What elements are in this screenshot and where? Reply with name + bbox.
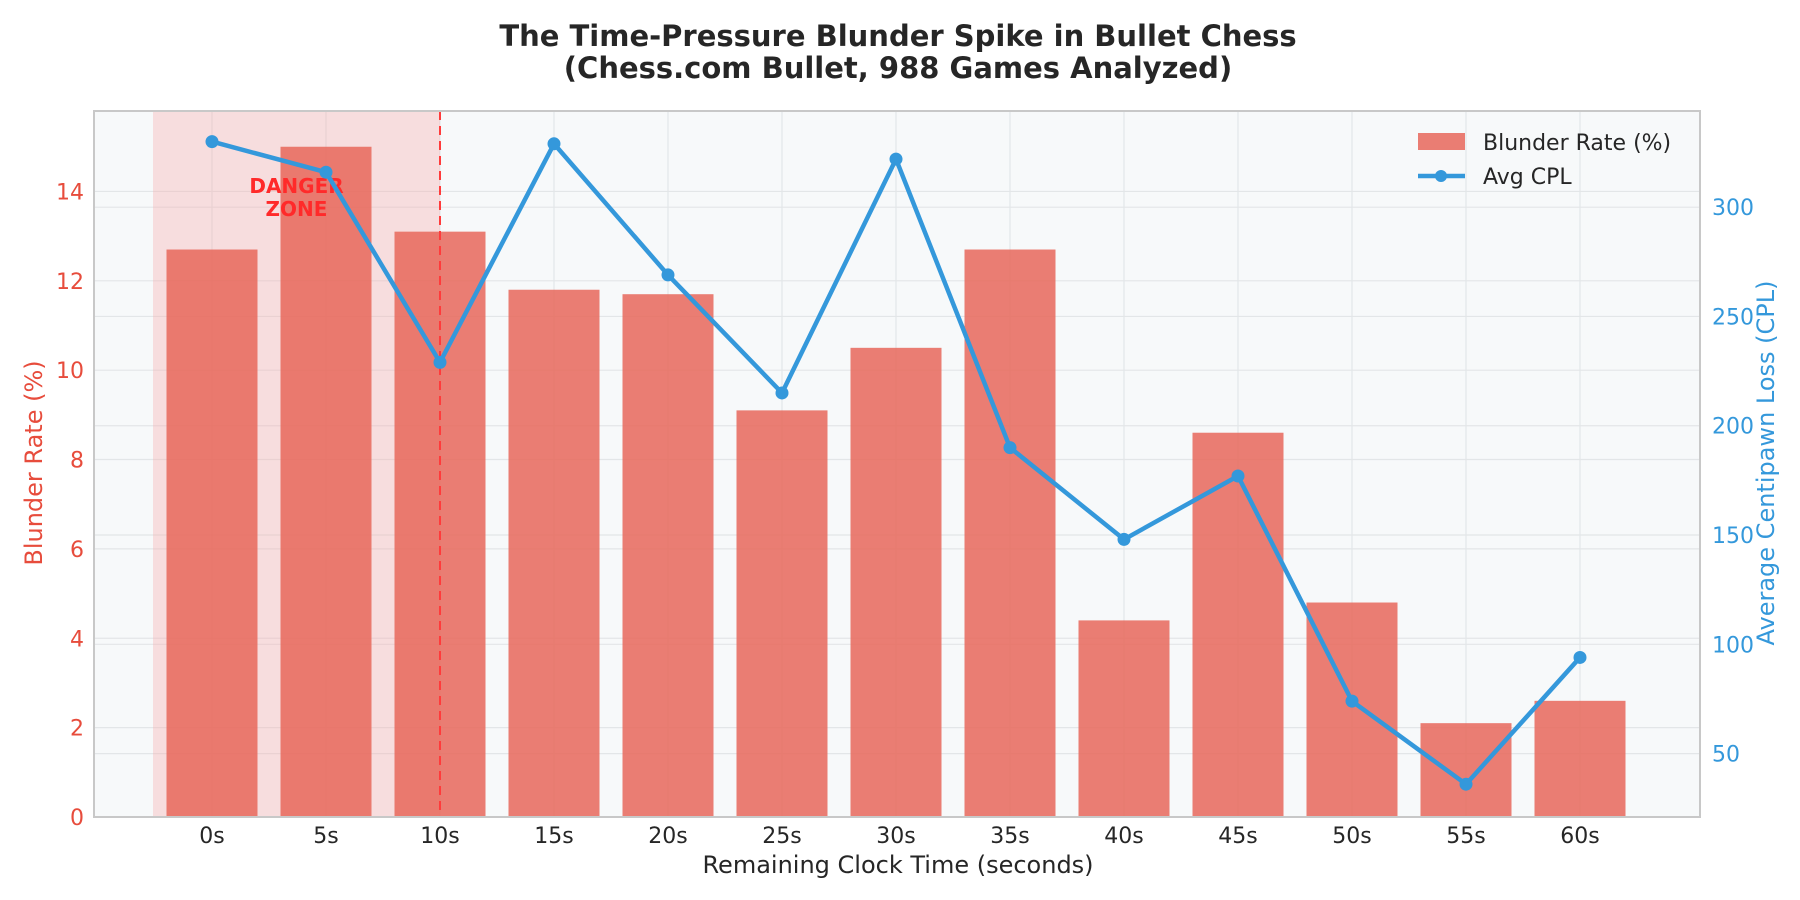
y-axis-label-left: Blunder Rate (%) [20, 360, 48, 565]
y-tick-left: 14 [56, 180, 84, 205]
y-tick-left: 2 [70, 717, 84, 742]
cpl-point-10s [433, 355, 447, 369]
bar-35s [964, 249, 1056, 817]
cpl-point-40s [1117, 532, 1131, 546]
bar-55s [1420, 723, 1512, 817]
chart-title-line1: The Time-Pressure Blunder Spike in Bulle… [499, 19, 1296, 53]
bar-20s [622, 294, 714, 818]
y-tick-left: 4 [70, 627, 84, 652]
ticks-layer: 0 2 4 6 8 10 12 14 50 100 150 200 250 300 0s 5s 10s 15s 20… [56, 180, 1754, 849]
plot-border [93, 110, 1701, 818]
cpl-point-60s [1573, 650, 1587, 664]
y-tick-right: 200 [1712, 415, 1754, 440]
x-tick: 15s [534, 824, 573, 849]
cpl-point-0s [205, 135, 219, 149]
bar-25s [736, 410, 828, 817]
legend-swatch-blunder-rate [1418, 133, 1465, 150]
y-tick-right: 300 [1712, 196, 1754, 221]
cpl-point-20s [661, 268, 675, 282]
x-tick: 50s [1332, 824, 1371, 849]
x-tick: 5s [313, 824, 338, 849]
x-axis-label: Remaining Clock Time (seconds) [702, 851, 1093, 879]
x-tick: 0s [199, 824, 224, 849]
y-tick-right: 50 [1712, 743, 1740, 768]
bar-40s [1078, 620, 1170, 817]
x-tick: 35s [990, 824, 1029, 849]
y-axis-label-right: Average Centipawn Loss (CPL) [1752, 280, 1780, 645]
bar-15s [508, 289, 600, 817]
cpl-point-50s [1345, 694, 1359, 708]
x-tick: 55s [1446, 824, 1485, 849]
bar-5s [280, 146, 372, 818]
legend-label-avg-cpl: Avg CPL [1483, 165, 1572, 190]
x-tick: 10s [420, 824, 459, 849]
cpl-point-15s [547, 137, 561, 151]
bar-30s [850, 347, 942, 817]
cpl-point-35s [1003, 441, 1017, 455]
x-tick: 60s [1560, 824, 1599, 849]
cpl-line-layer [205, 135, 1587, 791]
y-tick-left: 12 [56, 270, 84, 295]
y-tick-left: 0 [70, 806, 84, 831]
x-tick: 45s [1218, 824, 1257, 849]
cpl-point-55s [1459, 777, 1473, 791]
bar-0s [166, 249, 258, 817]
cpl-point-5s [319, 165, 333, 179]
cpl-point-45s [1231, 469, 1245, 483]
y-tick-right: 150 [1712, 524, 1754, 549]
legend: Blunder Rate (%) Avg CPL [1418, 131, 1671, 190]
y-tick-left: 6 [70, 538, 84, 563]
bar-60s [1534, 700, 1626, 817]
y-tick-right: 250 [1712, 305, 1754, 330]
x-tick: 25s [762, 824, 801, 849]
legend-marker-avg-cpl [1435, 170, 1447, 182]
legend-label-blunder-rate: Blunder Rate (%) [1483, 131, 1671, 156]
bar-45s [1192, 432, 1284, 817]
danger-zone-label-line2: ZONE [266, 197, 328, 221]
bars-layer [166, 146, 1626, 818]
y-tick-left: 8 [70, 449, 84, 474]
y-tick-right: 100 [1712, 633, 1754, 658]
cpl-point-25s [775, 386, 789, 400]
x-tick: 30s [876, 824, 915, 849]
x-tick: 40s [1104, 824, 1143, 849]
x-tick: 20s [648, 824, 687, 849]
cpl-point-30s [889, 152, 903, 166]
chart-title-line2: (Chess.com Bullet, 988 Games Analyzed) [564, 51, 1232, 85]
y-tick-left: 10 [56, 359, 84, 384]
